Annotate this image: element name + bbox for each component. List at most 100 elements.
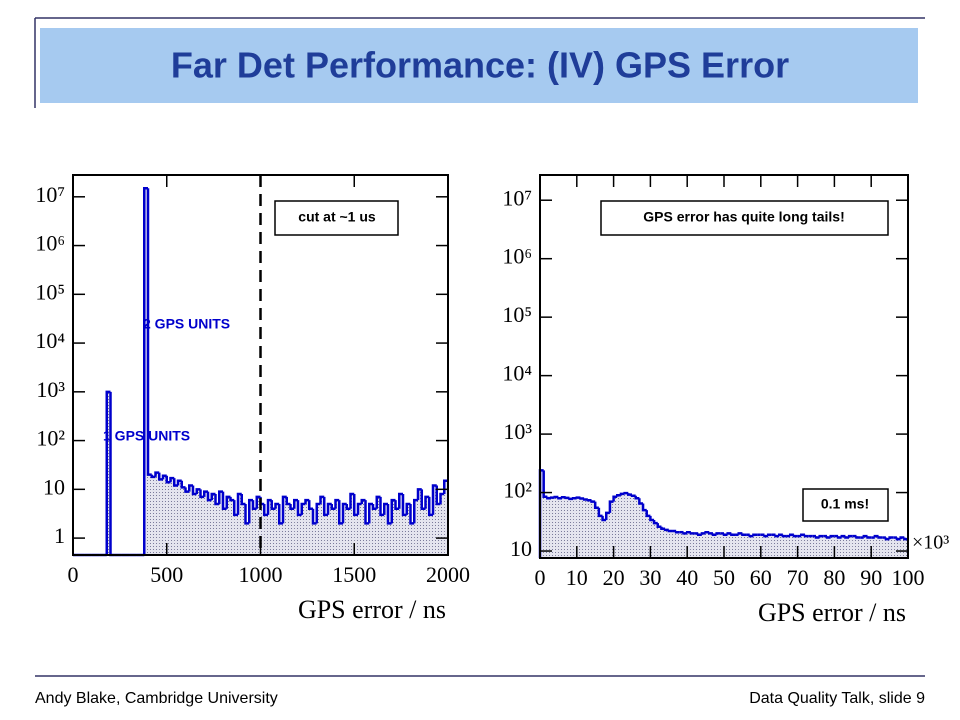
hist-bar bbox=[155, 472, 160, 555]
hist-step bbox=[323, 496, 328, 517]
hist-step bbox=[741, 533, 747, 536]
hist-bar bbox=[871, 537, 875, 558]
hist-step bbox=[379, 496, 385, 517]
hist-step bbox=[203, 490, 208, 497]
hist-step bbox=[165, 475, 171, 484]
hist-step bbox=[855, 536, 861, 539]
hist-bar bbox=[709, 533, 713, 558]
hist-bar bbox=[852, 536, 857, 558]
hist-step bbox=[428, 496, 433, 517]
hist-step bbox=[888, 536, 894, 540]
hist-bar bbox=[698, 534, 702, 558]
annotation: 0.1 ms! bbox=[821, 496, 869, 512]
hist-bar bbox=[268, 500, 272, 555]
hist-bar bbox=[639, 503, 644, 558]
hist-step bbox=[401, 494, 407, 517]
hist-bar bbox=[316, 504, 321, 555]
hist-bar bbox=[264, 514, 268, 555]
hist-bar bbox=[643, 510, 647, 558]
hist-step bbox=[597, 507, 603, 518]
y-tick-label: 10³ bbox=[503, 419, 532, 444]
hist-bar bbox=[151, 476, 156, 555]
hist-step bbox=[349, 492, 355, 509]
x-tick-label: 50 bbox=[713, 565, 735, 590]
hist-step bbox=[649, 515, 655, 522]
hist-bar bbox=[687, 532, 691, 558]
hist-bar bbox=[587, 500, 592, 558]
hist-bar bbox=[320, 496, 325, 555]
hist-step bbox=[549, 496, 555, 499]
annotation: cut at ~1 us bbox=[298, 209, 376, 225]
hist-bar bbox=[569, 498, 574, 558]
hist-bar bbox=[823, 536, 828, 558]
hist-bar bbox=[635, 498, 640, 558]
hist-step bbox=[608, 500, 614, 513]
hist-bar bbox=[163, 475, 167, 555]
footer-left: Andy Blake, Cambridge University bbox=[35, 690, 278, 707]
hist-step bbox=[218, 490, 223, 505]
hist-step bbox=[143, 186, 148, 555]
hist-step bbox=[895, 537, 901, 541]
hist-bar bbox=[204, 491, 208, 555]
hist-bar bbox=[260, 504, 265, 555]
x-tick-label: 80 bbox=[823, 565, 845, 590]
hist-bar bbox=[313, 523, 317, 555]
hist-bar bbox=[361, 500, 366, 555]
y-tick-label: 10² bbox=[36, 426, 65, 451]
hist-step bbox=[884, 537, 890, 541]
hist-bar bbox=[654, 523, 658, 558]
hist-bar bbox=[598, 515, 603, 558]
hist-step bbox=[398, 492, 403, 509]
hist-step bbox=[667, 529, 673, 533]
hist-bar bbox=[595, 507, 599, 558]
hist-step bbox=[154, 471, 160, 477]
hist-step bbox=[575, 496, 581, 499]
hist-step bbox=[752, 533, 758, 537]
hist-bar bbox=[331, 508, 336, 555]
x-tick-label: 30 bbox=[639, 565, 661, 590]
hist-bar bbox=[271, 508, 276, 555]
hist-step bbox=[619, 492, 625, 496]
hist-step bbox=[416, 488, 422, 501]
hist-step bbox=[285, 496, 291, 506]
y-tick-label: 10⁴ bbox=[35, 328, 65, 353]
title-box bbox=[40, 28, 918, 103]
y-tick-label: 10 bbox=[510, 536, 532, 561]
hist-bar bbox=[882, 537, 886, 558]
hist-bar bbox=[358, 504, 362, 555]
hist-bar bbox=[328, 504, 332, 555]
hist-bar bbox=[166, 482, 171, 555]
x-tick-label: 1500 bbox=[332, 562, 376, 587]
hist-step bbox=[601, 515, 607, 522]
y-tick-label: 10⁶ bbox=[502, 244, 532, 269]
hist-bar bbox=[343, 504, 347, 555]
hist-bar bbox=[365, 523, 370, 555]
hist-bar bbox=[440, 494, 445, 555]
hist-step bbox=[641, 503, 647, 512]
hist-bar bbox=[749, 536, 754, 558]
hist-bar bbox=[804, 536, 809, 558]
hist-bar bbox=[885, 539, 890, 558]
hist-bar bbox=[181, 487, 186, 555]
x-tick-label: 2000 bbox=[426, 562, 470, 587]
hist-bar bbox=[283, 496, 287, 555]
hist-bar bbox=[742, 534, 747, 558]
x-tick-label: 10 bbox=[566, 565, 588, 590]
hist-bar bbox=[369, 504, 373, 555]
annotation-box bbox=[802, 488, 889, 522]
annotation: 2 GPS UNITS bbox=[143, 316, 230, 332]
hist-bar bbox=[849, 536, 853, 558]
hist-step bbox=[638, 498, 644, 505]
hist-bar bbox=[301, 504, 306, 555]
hist-step bbox=[829, 534, 835, 538]
hist-step bbox=[788, 533, 794, 537]
hist-step bbox=[682, 532, 688, 535]
hist-step bbox=[553, 495, 559, 499]
hist-bar bbox=[354, 514, 358, 555]
hist-bar bbox=[410, 523, 415, 555]
hist-bar bbox=[606, 512, 610, 558]
hist-step bbox=[630, 494, 636, 498]
hist-bar bbox=[211, 494, 216, 555]
hist-bar bbox=[650, 519, 655, 558]
hist-bar bbox=[900, 537, 905, 558]
